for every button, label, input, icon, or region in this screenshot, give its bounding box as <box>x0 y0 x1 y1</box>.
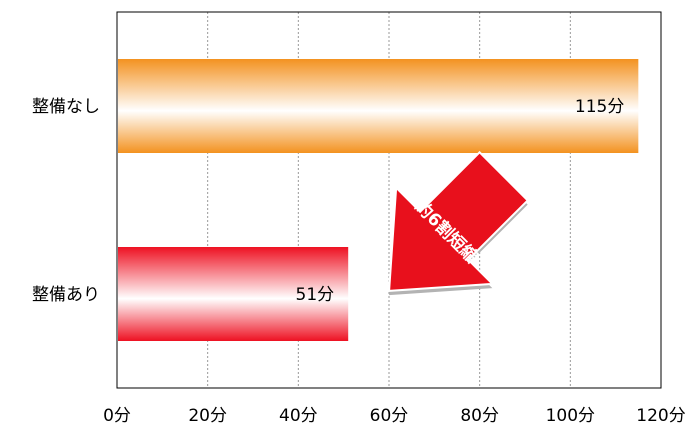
plot-border <box>116 11 662 389</box>
x-tick-label: 100分 <box>546 406 595 426</box>
x-tick-label: 80分 <box>460 406 499 426</box>
category-label: 整備なし <box>32 97 100 117</box>
reduction-arrow-annotation <box>388 150 530 296</box>
x-tick-label: 40分 <box>279 406 318 426</box>
category-label: 整備あり <box>32 285 100 305</box>
x-tick-labels: 0分 20分 40分 60分 80分 100分 120分 <box>103 406 686 426</box>
x-tick-label: 0分 <box>103 406 131 426</box>
x-tick-label: 20分 <box>188 406 227 426</box>
reduction-arrow <box>388 150 530 292</box>
bar <box>118 59 639 153</box>
bar-data-label: 115分 <box>575 97 624 117</box>
bar-data-label: 51分 <box>296 285 335 305</box>
bars: 115分 51分 <box>118 59 639 341</box>
bar <box>118 247 349 341</box>
x-tick-label: 120分 <box>636 406 685 426</box>
x-tick-label: 60分 <box>370 406 409 426</box>
